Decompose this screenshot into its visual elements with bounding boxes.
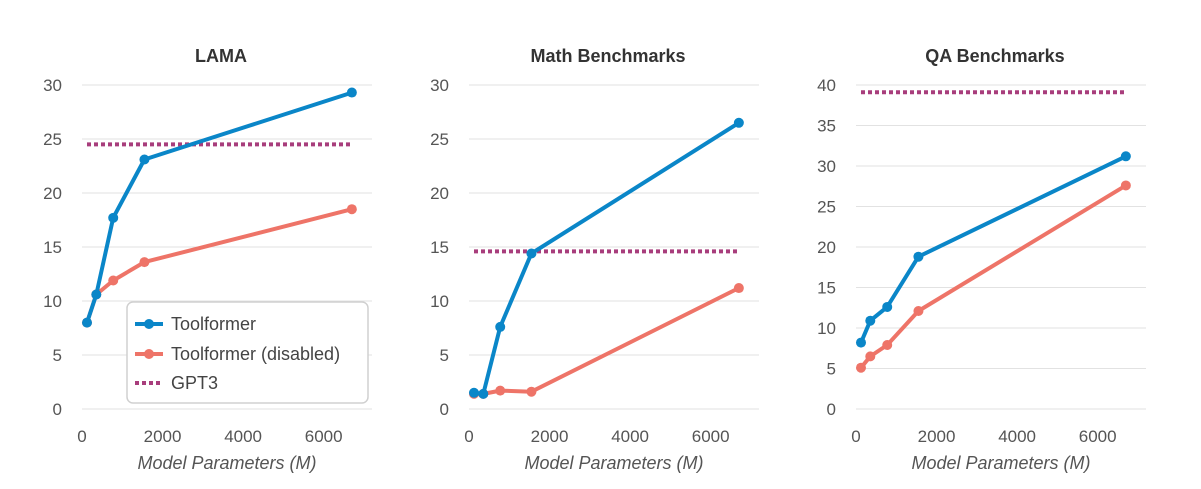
legend-label-toolformer: Toolformer — [171, 314, 256, 334]
y-tick-label: 30 — [430, 76, 449, 95]
chart-title: Math Benchmarks — [530, 46, 685, 66]
toolformer-point — [882, 301, 893, 312]
toolformer-disabled-point — [346, 204, 357, 215]
toolformer-disabled-point — [526, 386, 537, 397]
toolformer-disabled-point — [913, 305, 924, 316]
y-tick-label: 5 — [440, 346, 449, 365]
x-tick-label: 0 — [77, 427, 86, 446]
y-tick-label: 5 — [827, 360, 836, 379]
y-tick-label: 25 — [43, 130, 62, 149]
y-tick-label: 0 — [440, 400, 449, 419]
x-axis-label: Model Parameters (M) — [137, 453, 316, 473]
x-tick-label: 6000 — [305, 427, 343, 446]
legend-label-gpt3: GPT3 — [171, 373, 218, 393]
legend-marker-toolformer-disabled — [144, 349, 154, 359]
toolformer-point — [913, 251, 924, 262]
x-tick-label: 2000 — [531, 427, 569, 446]
legend-label-toolformer-disabled: Toolformer (disabled) — [171, 344, 340, 364]
x-tick-label: 4000 — [224, 427, 262, 446]
toolformer-disabled-point — [495, 385, 506, 396]
y-tick-label: 25 — [430, 130, 449, 149]
chart-panel-3: 0 5 10 15 20 25 30 35 40 0 2000 4000 6000 QA Benchmar… — [817, 46, 1146, 473]
x-tick-label: 4000 — [998, 427, 1036, 446]
y-tick-label: 0 — [827, 400, 836, 419]
toolformer-point — [346, 87, 357, 98]
x-tick-label: 6000 — [692, 427, 730, 446]
legend-marker-toolformer — [144, 319, 154, 329]
toolformer-disabled-point — [139, 257, 150, 268]
y-tick-label: 20 — [430, 184, 449, 203]
chart-panel-1: 0 5 10 15 20 25 30 0 2000 4000 6000 LAMA Model Param… — [43, 46, 372, 473]
toolformer-point — [139, 154, 150, 165]
toolformer-point — [81, 317, 92, 328]
y-tick-label: 35 — [817, 117, 836, 136]
toolformer-disabled-point — [882, 340, 893, 351]
chart-title: LAMA — [195, 46, 247, 66]
toolformer-disabled-point — [108, 275, 119, 286]
y-tick-label: 10 — [430, 292, 449, 311]
y-tick-label: 5 — [53, 346, 62, 365]
toolformer-point — [495, 321, 506, 332]
toolformer-disabled-point — [733, 283, 744, 294]
toolformer-series-line — [85, 90, 354, 325]
legend-box — [126, 301, 369, 404]
x-axis-label: Model Parameters (M) — [911, 453, 1090, 473]
toolformer-point — [1120, 151, 1131, 162]
x-tick-label: 2000 — [144, 427, 182, 446]
toolformer-point — [91, 289, 102, 300]
toolformer-disabled-point — [1120, 180, 1131, 191]
toolformer-series-line — [859, 154, 1128, 345]
chart-panel-2: 0 5 10 15 20 25 30 0 2000 4000 6000 Math Benchmarks… — [430, 46, 759, 473]
toolformer-point — [855, 337, 866, 348]
y-tick-label: 40 — [817, 76, 836, 95]
toolformer-disabled-point — [865, 351, 876, 362]
y-tick-label: 20 — [817, 238, 836, 257]
chart-title: QA Benchmarks — [925, 46, 1064, 66]
toolformer-disabled-series-line — [859, 183, 1128, 370]
toolformer-disabled-point — [855, 362, 866, 373]
toolformer-disabled-series-line — [472, 286, 741, 396]
toolformer-point — [526, 248, 537, 259]
y-tick-label: 20 — [43, 184, 62, 203]
x-tick-label: 2000 — [918, 427, 956, 446]
y-tick-label: 10 — [817, 319, 836, 338]
toolformer-point — [733, 117, 744, 128]
y-tick-label: 0 — [53, 400, 62, 419]
y-tick-label: 30 — [817, 157, 836, 176]
x-tick-label: 0 — [464, 427, 473, 446]
toolformer-point — [865, 315, 876, 326]
toolformer-point — [108, 212, 119, 223]
y-tick-label: 15 — [430, 238, 449, 257]
toolformer-point — [468, 387, 479, 398]
y-tick-label: 10 — [43, 292, 62, 311]
y-tick-label: 30 — [43, 76, 62, 95]
toolformer-point — [478, 388, 489, 399]
x-axis-label: Model Parameters (M) — [524, 453, 703, 473]
x-tick-label: 4000 — [611, 427, 649, 446]
y-tick-label: 15 — [43, 238, 62, 257]
y-tick-label: 25 — [817, 198, 836, 217]
x-tick-label: 0 — [851, 427, 860, 446]
x-tick-label: 6000 — [1079, 427, 1117, 446]
legend: Toolformer Toolformer (disabled) GPT3 — [126, 301, 369, 404]
y-tick-label: 15 — [817, 279, 836, 298]
